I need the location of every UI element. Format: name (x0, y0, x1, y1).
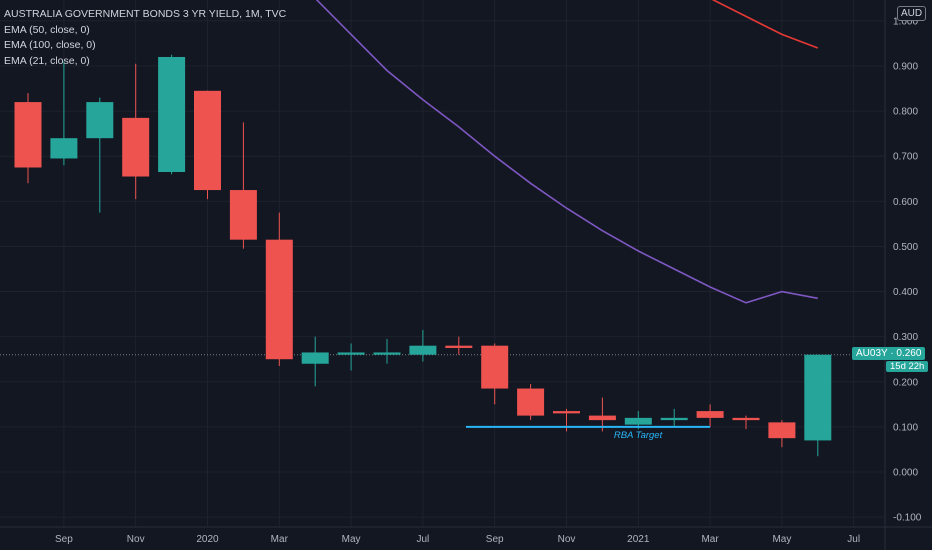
candle-body (122, 117, 150, 177)
candle-body (553, 411, 580, 414)
x-tick-label: Sep (486, 534, 504, 545)
y-tick-label: 0.800 (893, 107, 918, 118)
candle-body (768, 422, 796, 439)
x-tick-label: Jul (847, 534, 860, 545)
candle-body (301, 352, 329, 364)
candle-body (194, 90, 221, 191)
candle (732, 415, 760, 430)
x-tick-label: May (342, 534, 361, 545)
x-tick-label: 2020 (196, 534, 219, 545)
x-tick-label: Sep (55, 534, 73, 545)
candle-body (14, 102, 42, 168)
candle-body (732, 417, 760, 421)
candle (14, 93, 42, 184)
symbol-title[interactable]: AUSTRALIA GOVERNMENT BONDS 3 YR YIELD, 1… (4, 8, 287, 20)
candle (301, 336, 329, 387)
candle (445, 336, 473, 355)
candle (768, 420, 796, 448)
candle (373, 338, 401, 364)
chart-legend: AUSTRALIA GOVERNMENT BONDS 3 YR YIELD, 1… (4, 7, 286, 69)
candle-body (373, 352, 401, 355)
rba-target-label: RBA Target (614, 430, 663, 441)
ema-purple-line (315, 0, 818, 304)
candle (265, 212, 293, 366)
price-axis[interactable]: 1.000 0.900 0.800 0.700 0.600 0.500 0.400 0.300… (893, 16, 922, 523)
ema-lines (315, 0, 819, 304)
candle-body (696, 411, 724, 418)
candle-body (517, 388, 545, 416)
candle (229, 122, 257, 249)
candle (409, 329, 437, 362)
candle (158, 54, 186, 175)
candle-body (265, 239, 293, 360)
candle-body (481, 345, 509, 389)
ema-50-label[interactable]: EMA (50, close, 0) (4, 23, 90, 36)
y-tick-label: 0.900 (893, 62, 918, 73)
y-tick-label: 1.000 (893, 16, 918, 27)
candle-body (624, 417, 652, 425)
candle (86, 97, 114, 213)
y-tick-label: 0.300 (893, 332, 918, 343)
y-tick-label: 0.100 (893, 422, 918, 433)
time-axis[interactable]: Sep Nov 2020 Mar May Jul Sep Nov 2021 Mar May Jul (55, 534, 860, 545)
candle (804, 354, 832, 457)
candle (588, 397, 616, 432)
currency-button[interactable]: AUD (897, 6, 927, 21)
candle (660, 408, 688, 427)
candle (481, 343, 509, 405)
candle-body (86, 102, 114, 139)
candle (337, 343, 365, 371)
candlestick-series (14, 54, 832, 457)
ema-red-line (711, 0, 819, 49)
y-tick-label: 0.500 (893, 242, 918, 253)
candle-body (804, 354, 832, 441)
candle (517, 384, 545, 421)
chart-annotations: RBA Target (465, 425, 711, 441)
current-price-tag: AU03Y · 0.260 (852, 347, 926, 360)
x-tick-label: Jul (417, 534, 430, 545)
candle-body (588, 415, 616, 421)
x-tick-label: May (772, 534, 791, 545)
candle-body (660, 417, 688, 421)
ema-21-label[interactable]: EMA (21, close, 0) (4, 54, 90, 67)
ema-100-label[interactable]: EMA (100, close, 0) (4, 39, 96, 51)
candle-body (445, 345, 473, 348)
y-tick-label: 0.700 (893, 152, 918, 163)
y-tick-label: 0.000 (893, 468, 918, 479)
bar-countdown-tag: 15d 22h (886, 361, 929, 372)
y-tick-label: 0.600 (893, 197, 918, 208)
x-tick-label: Nov (558, 534, 576, 545)
x-tick-label: 2021 (627, 534, 650, 545)
candle-body (409, 345, 437, 355)
x-tick-label: Mar (701, 534, 719, 545)
candle-body (337, 352, 365, 355)
x-tick-label: Nov (127, 534, 145, 545)
candle-body (229, 190, 257, 240)
candle-body (50, 138, 78, 159)
candle-body (158, 56, 186, 173)
candle (194, 90, 221, 200)
y-tick-label: -0.100 (893, 513, 922, 524)
y-tick-label: 0.400 (893, 287, 918, 298)
candle (50, 61, 78, 166)
candle (553, 408, 580, 432)
x-tick-label: Mar (271, 534, 289, 545)
y-tick-label: 0.200 (893, 377, 918, 388)
candle (696, 404, 724, 427)
candle (122, 63, 150, 200)
